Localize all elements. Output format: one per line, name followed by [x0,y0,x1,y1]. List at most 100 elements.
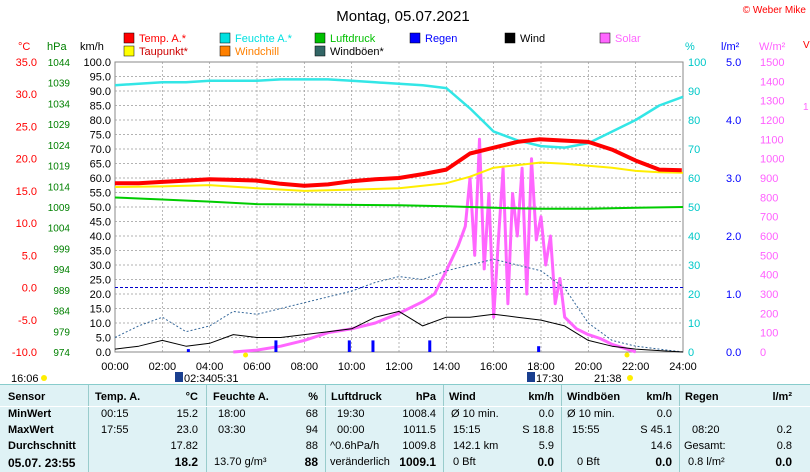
sunset-label: 21:38 [594,373,622,384]
legend-label: Solar [615,33,641,45]
humidity-axis-label: % [685,41,695,53]
wind-tick-label: 80.0 [90,115,111,127]
pressure-axis-label: hPa [47,41,67,53]
temp-tick-label: 35.0 [16,57,37,69]
legend-label: Temp. A.* [139,33,187,45]
series-luftdruck [114,196,684,210]
humidity-tick-label: 0 [688,347,694,359]
min-humidity-value: 68 [305,408,318,420]
solar-tick-label: 800 [760,192,778,204]
row-label-avg: Durchschnitt [8,440,76,452]
max-temp-time: 17:55 [101,424,129,436]
sunset-marker [624,352,630,358]
wind-tick-label: 90.0 [90,86,111,98]
min-gust-desc: Ø 10 min. [567,408,615,420]
wind-tick-label: 20.0 [90,289,111,301]
wind-tick-label: 0.0 [96,347,111,359]
x-tick-label: 10:00 [338,361,366,373]
avg-temp-value: 17.82 [170,440,198,452]
current-rain-total: 0.8 l/m² [688,456,725,468]
max-rain-value: 0.2 [776,424,792,436]
legend-swatch [599,32,611,44]
max-humidity-time: 03:30 [218,424,246,436]
chart-series [114,78,684,354]
solar-tick-label: 1500 [760,57,784,69]
pressure-tick-label: 1034 [48,99,71,110]
rain-bar [186,349,190,352]
moonset-label: 17:30 [536,373,564,384]
legend-label: Feuchte A.* [235,33,293,45]
rain-tick-label: 1.0 [726,289,741,301]
weather-chart: Montag, 05.07.2021 © Weber Mike Temp. A.… [11,5,810,384]
current-rain-value: 0.0 [775,455,792,469]
header-gust-unit: km/h [646,391,672,403]
avg-humidity-value: 88 [305,440,318,452]
legend-swatch [123,32,135,44]
temp-tick-label: 0.0 [22,283,37,295]
sunrise-label: 05:31 [211,373,239,384]
current-wind-value: 0.0 [537,455,554,469]
avg-gust-value: 14.6 [650,440,672,452]
temp-axis-label: °C [18,41,30,53]
pressure-tick-label: 1039 [48,79,71,90]
axis-ticks: 35.0 30.0 25.0 20.0 15.0 10.0 5.0 0.0 -5.0 -10.0 1… [12,57,785,373]
x-tick-label: 12:00 [385,361,413,373]
rain-axis-label: l/m² [721,41,740,53]
temp-tick-label: -5.0 [18,315,37,327]
temp-tick-label: 10.0 [16,218,37,230]
x-tick-label: 22:00 [622,361,650,373]
header-wind-unit: km/h [528,391,554,403]
min-pressure-value: 1008.4 [402,408,436,420]
wind-tick-label: 15.0 [90,304,111,316]
humidity-tick-label: 50 [688,202,700,214]
rain-tick-label: 2.0 [726,231,741,243]
x-tick-label: 02:00 [149,361,177,373]
pressure-tick-label: 1014 [48,182,71,193]
left-time-label: 16:06 [11,373,39,384]
humidity-tick-label: 90 [688,86,700,98]
header-pressure-unit: hPa [415,391,436,403]
pressure-tick-label: 1024 [48,141,71,152]
wind-tick-label: 5.0 [96,333,111,345]
rain-tick-label: 3.0 [726,173,741,185]
solar-tick-label: 500 [760,250,778,262]
statistics-table: Sensor Temp. A. °C Feuchte A. % Luftdruc… [0,384,810,472]
series-windb-en [114,258,684,353]
wind-tick-label: 60.0 [90,173,111,185]
chart-grid [114,61,684,353]
humidity-tick-label: 60 [688,173,700,185]
solar-tick-label: 1300 [760,96,784,108]
header-rain: Regen [685,391,719,403]
temp-tick-label: 20.0 [16,154,37,166]
wind-tick-label: 25.0 [90,275,111,287]
chart-title: Montag, 05.07.2021 [336,8,469,25]
temp-tick-label: 25.0 [16,121,37,133]
wind-tick-label: 65.0 [90,159,111,171]
rain-tick-label: 4.0 [726,115,741,127]
x-tick-label: 20:00 [575,361,603,373]
pressure-tick-label: 1044 [48,58,71,69]
right-edge-label: 1 [803,102,809,113]
right-edge-label: V [803,40,810,51]
min-wind-desc: Ø 10 min. [451,408,499,420]
solar-tick-label: 1200 [760,115,784,127]
humidity-tick-label: 70 [688,144,700,156]
min-pressure-time: 19:30 [337,408,365,420]
solar-axis-label: W/m² [759,41,786,53]
header-sensor: Sensor [8,391,46,403]
rain-tick-label: 5.0 [726,57,741,69]
pressure-tick-label: 1004 [48,224,71,235]
header-temp: Temp. A. [95,391,141,403]
pressure-tick-label: 1029 [48,120,71,131]
x-tick-label: 14:00 [433,361,461,373]
legend-label: Taupunkt* [139,46,189,58]
x-tick-label: 00:00 [101,361,129,373]
legend-swatch [123,45,135,57]
current-gust-bft: 0 Bft [577,456,600,468]
header-pressure: Luftdruck [331,391,382,403]
solar-tick-label: 300 [760,289,778,301]
legend-label: Windchill [235,46,279,58]
solar-tick-label: 100 [760,328,778,340]
header-wind: Wind [449,391,476,403]
pressure-tick-label: 994 [53,265,70,276]
